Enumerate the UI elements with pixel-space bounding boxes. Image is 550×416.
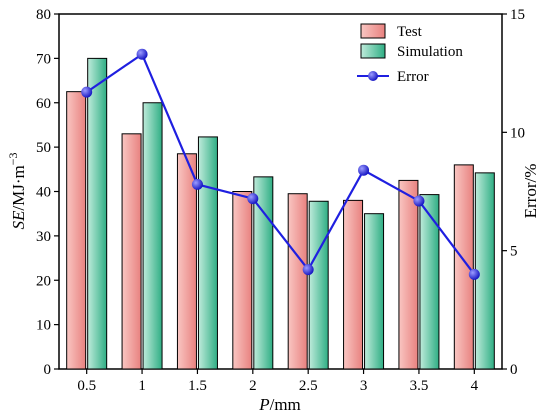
y-tick-label-0: 0 bbox=[44, 362, 52, 378]
legend: Test Simulation Error bbox=[357, 23, 463, 85]
bars-layer bbox=[66, 57, 495, 370]
y2-tick-label-0: 0 bbox=[510, 362, 518, 378]
error-point-1 bbox=[136, 48, 148, 60]
legend-error-marker bbox=[368, 71, 378, 81]
error-point-4 bbox=[468, 268, 480, 280]
x-tick-label-3: 3 bbox=[360, 378, 368, 394]
test-bar-3 bbox=[343, 199, 364, 370]
test-bar-1.5 bbox=[176, 153, 197, 370]
y-tick-label-80: 80 bbox=[36, 7, 51, 23]
test-bar-2.5 bbox=[287, 193, 308, 370]
y-tick-label-40: 40 bbox=[36, 185, 51, 201]
simulation-bar-2 bbox=[253, 176, 274, 370]
legend-test-swatch bbox=[360, 23, 386, 39]
x-tick-label-4: 4 bbox=[471, 378, 479, 394]
simulation-bar-3.5 bbox=[419, 194, 440, 370]
tick-labels-layer: 0 10 20 30 40 50 60 70 80 0 5 10 15 0.5 1 1.5 2 2.5 3 3.5 4 bbox=[36, 7, 525, 394]
y-axis-title: SE/MJ·m−3 bbox=[6, 152, 28, 229]
simulation-bar-2.5 bbox=[308, 200, 329, 370]
x-axis-title: P/mm bbox=[258, 395, 301, 414]
test-bar-4 bbox=[453, 164, 474, 370]
y-tick-label-20: 20 bbox=[36, 273, 51, 289]
x-tick-label-3.5: 3.5 bbox=[410, 378, 429, 394]
error-point-1.5 bbox=[191, 178, 203, 190]
legend-simulation-swatch bbox=[360, 43, 386, 59]
test-bar-1 bbox=[121, 133, 142, 370]
legend-error-label: Error bbox=[397, 69, 429, 85]
error-line bbox=[86, 52, 476, 275]
y2-tick-label-10: 10 bbox=[510, 125, 525, 141]
test-bar-3.5 bbox=[398, 179, 419, 370]
legend-simulation-label: Simulation bbox=[397, 44, 463, 60]
error-point-3.5 bbox=[413, 195, 425, 207]
error-point-0.5 bbox=[81, 86, 93, 98]
simulation-bar-0.5 bbox=[87, 57, 108, 370]
y-tick-label-60: 60 bbox=[36, 96, 51, 112]
x-tick-label-2: 2 bbox=[249, 378, 257, 394]
x-tick-label-1: 1 bbox=[138, 378, 146, 394]
y-tick-label-10: 10 bbox=[36, 318, 51, 334]
y2-tick-label-5: 5 bbox=[510, 244, 518, 260]
y2-axis-title: Error/% bbox=[521, 164, 540, 219]
error-point-2.5 bbox=[302, 264, 314, 276]
x-tick-label-2.5: 2.5 bbox=[299, 378, 318, 394]
test-bar-0.5 bbox=[66, 91, 87, 370]
simulation-bar-1.5 bbox=[197, 136, 218, 370]
y-tick-label-70: 70 bbox=[36, 51, 51, 67]
y-tick-label-50: 50 bbox=[36, 140, 51, 156]
error-point-3 bbox=[358, 164, 370, 176]
x-tick-label-1.5: 1.5 bbox=[188, 378, 207, 394]
error-line-layer bbox=[81, 48, 480, 280]
simulation-bar-3 bbox=[364, 213, 385, 370]
error-point-2 bbox=[247, 193, 259, 205]
x-tick-label-0.5: 0.5 bbox=[77, 378, 96, 394]
simulation-bar-1 bbox=[142, 102, 163, 370]
legend-test-label: Test bbox=[397, 24, 423, 40]
y-tick-label-30: 30 bbox=[36, 229, 51, 245]
y2-tick-label-15: 15 bbox=[510, 7, 525, 23]
test-bar-2 bbox=[232, 191, 253, 370]
ticks-layer bbox=[54, 13, 507, 374]
